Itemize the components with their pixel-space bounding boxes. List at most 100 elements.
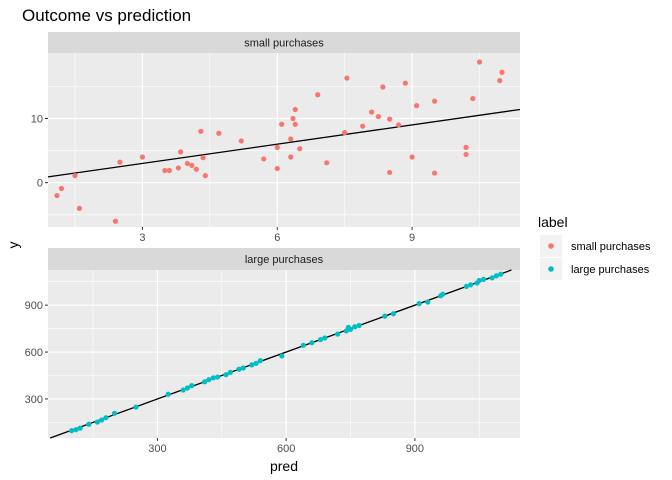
data-point	[274, 165, 280, 172]
x-tick-label: 300	[148, 443, 166, 455]
data-point	[463, 283, 469, 290]
data-point	[133, 404, 139, 410]
data-point	[290, 115, 296, 122]
data-point	[261, 156, 267, 162]
legend-title: label	[538, 214, 568, 230]
strip-background-large	[48, 248, 520, 270]
data-point	[274, 144, 280, 150]
data-point	[292, 121, 298, 127]
identity-line	[47, 108, 521, 178]
legend-key-point	[548, 266, 554, 272]
data-point	[409, 154, 415, 160]
x-ticks-small: 3 6 9	[139, 227, 415, 244]
data-point	[499, 69, 505, 75]
data-point	[200, 155, 206, 161]
data-point	[375, 113, 381, 120]
y-tick-label: 0	[37, 178, 43, 190]
chart-title: Outcome vs prediction	[22, 6, 191, 25]
data-point	[72, 173, 78, 179]
data-point	[139, 154, 145, 160]
legend-label: small purchases	[571, 241, 651, 253]
data-point	[497, 78, 503, 84]
data-point	[189, 383, 195, 389]
legend-label: large purchases	[571, 264, 650, 276]
data-point	[369, 109, 375, 115]
data-point	[493, 273, 499, 279]
data-point	[431, 170, 438, 176]
data-point	[166, 167, 172, 174]
y-ticks-small: 0 10	[31, 113, 48, 190]
y-tick-label: 10	[31, 113, 43, 125]
data-point	[111, 410, 118, 416]
points-large	[69, 271, 504, 434]
gridlines-small	[48, 53, 520, 227]
data-point	[425, 299, 431, 305]
y-tick-label: 900	[25, 300, 43, 312]
points-small	[54, 59, 505, 224]
data-point	[184, 160, 190, 167]
data-point	[227, 369, 233, 375]
strip-background-small	[48, 32, 520, 53]
data-point	[162, 167, 168, 174]
x-tick-label: 9	[409, 232, 415, 244]
data-point	[382, 313, 388, 319]
data-point	[416, 301, 422, 307]
data-point	[463, 151, 469, 158]
data-point	[476, 277, 482, 284]
data-point	[347, 326, 354, 332]
y-tick-label: 300	[25, 394, 43, 406]
x-tick-label: 6	[274, 232, 280, 244]
y-ticks-large: 300 600 900	[25, 300, 48, 406]
data-point	[103, 415, 109, 421]
data-point	[175, 165, 181, 171]
data-point	[178, 149, 184, 155]
data-point	[463, 144, 469, 150]
data-point	[73, 427, 79, 433]
data-point	[206, 377, 212, 383]
data-point	[198, 128, 204, 134]
data-point	[279, 121, 285, 127]
legend: label small purchases large purchases	[538, 214, 651, 280]
data-point	[210, 375, 216, 381]
data-point	[76, 205, 83, 211]
data-point	[440, 291, 446, 297]
data-point	[279, 353, 285, 359]
data-point	[402, 80, 408, 86]
data-point	[240, 365, 246, 371]
data-point	[202, 173, 208, 179]
data-point	[193, 166, 199, 172]
x-tick-label: 900	[406, 443, 424, 455]
data-point	[468, 282, 474, 288]
data-point	[223, 372, 229, 378]
data-point	[202, 379, 208, 385]
data-point	[54, 192, 60, 199]
data-point	[292, 106, 298, 113]
data-point	[342, 130, 348, 136]
data-point	[257, 358, 263, 364]
x-axis-title: pred	[270, 458, 298, 474]
data-point	[94, 419, 100, 425]
data-point	[470, 95, 476, 102]
data-point	[476, 59, 483, 65]
reference-line-small	[47, 108, 521, 178]
panel-small-purchases: small purchases 3 6 9 0 10	[31, 32, 521, 244]
y-tick-label: 600	[25, 347, 43, 359]
data-point	[253, 360, 259, 366]
data-point	[431, 98, 438, 104]
data-point	[112, 218, 119, 224]
data-point	[249, 362, 255, 368]
data-point	[498, 271, 504, 277]
data-point	[390, 311, 397, 317]
x-tick-label: 3	[139, 232, 145, 244]
data-point	[297, 146, 303, 152]
legend-key-point	[548, 243, 554, 249]
data-point	[77, 425, 83, 431]
y-axis-title: y	[5, 242, 21, 249]
data-point	[189, 162, 195, 168]
data-point	[480, 276, 487, 282]
data-point	[236, 366, 242, 372]
data-point	[335, 331, 341, 337]
x-tick-label: 600	[277, 443, 295, 455]
data-point	[184, 385, 191, 391]
data-point	[165, 391, 171, 397]
